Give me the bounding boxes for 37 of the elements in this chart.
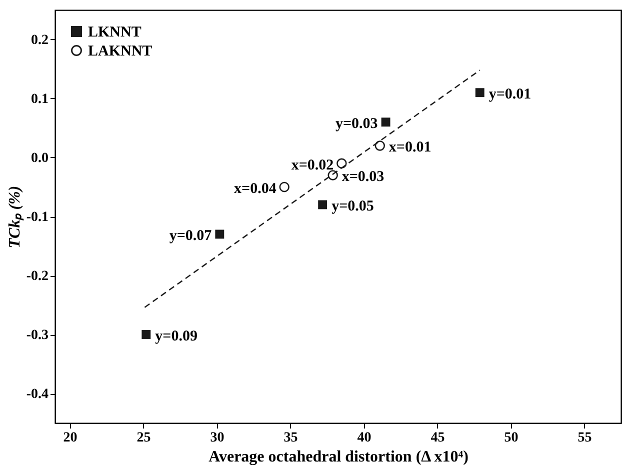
point xyxy=(142,330,151,339)
legend-label: LKNNT xyxy=(88,24,142,40)
annotation: x=0.04 xyxy=(234,181,277,197)
annotation: y=0.03 xyxy=(335,116,378,132)
y-tick-label: 0.1 xyxy=(31,92,48,107)
point xyxy=(475,88,484,98)
point xyxy=(318,200,328,210)
x-tick-label: 25 xyxy=(136,430,151,446)
annotation: y=0.05 xyxy=(332,198,374,215)
annotation: y=0.09 xyxy=(155,328,198,344)
y-tick-label: -0.4 xyxy=(26,387,48,402)
point xyxy=(215,230,224,239)
point xyxy=(336,158,347,169)
x-tick-label: 35 xyxy=(284,430,298,446)
point xyxy=(328,170,338,180)
point xyxy=(374,140,386,151)
x-tick-label: 40 xyxy=(357,430,372,446)
y-tick-label: 0.0 xyxy=(31,151,48,166)
x-tick-label: 50 xyxy=(504,430,518,446)
annotation: x=0.01 xyxy=(388,140,432,156)
annotation: y=0.01 xyxy=(488,86,532,103)
legend-label: LAKNNT xyxy=(88,44,152,60)
y-axis-title: TCkₚ (%) xyxy=(6,186,24,248)
y-tick-label: -0.3 xyxy=(26,328,48,343)
x-tick-label: 20 xyxy=(63,430,78,446)
y-tick-label: -0.2 xyxy=(26,269,48,284)
annotation: y=0.07 xyxy=(169,228,212,244)
y-tick-label: 0.2 xyxy=(31,33,48,48)
y-tick-label: -0.1 xyxy=(26,210,48,225)
x-tick-label: 45 xyxy=(430,430,445,446)
annotation: x=0.03 xyxy=(342,169,384,186)
x-tick-label: 55 xyxy=(578,430,592,446)
point xyxy=(381,118,390,127)
x-tick-label: 30 xyxy=(210,430,224,446)
annotation: x=0.02 xyxy=(291,157,334,174)
x-axis-title: Average octahedral distortion (Δ x10⁴) xyxy=(208,448,468,466)
point xyxy=(279,182,290,192)
